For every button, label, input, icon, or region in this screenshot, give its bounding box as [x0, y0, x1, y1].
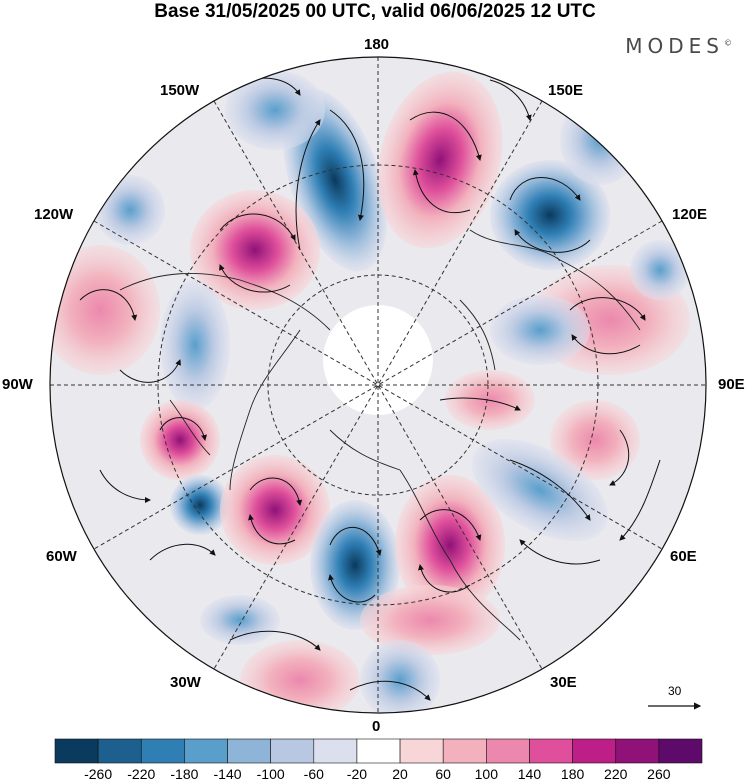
- colorbar-swatch: [572, 738, 617, 764]
- colorbar-tick-label: 220: [604, 766, 628, 782]
- modes-logo: MODES©: [625, 34, 732, 58]
- colorbar-swatch: [442, 738, 487, 764]
- graticule: [50, 57, 706, 713]
- colorbar-tick-label: 100: [474, 766, 499, 782]
- lon-label-90e: 90E: [718, 376, 745, 393]
- lon-label-60w: 60W: [46, 548, 77, 565]
- ridge-80e: [550, 400, 640, 480]
- colorbar-swatch: [313, 738, 358, 764]
- map-title: Base 31/05/2025 00 UTC, valid 06/06/2025…: [154, 1, 596, 22]
- colorbar-swatch: [529, 738, 573, 764]
- colorbar-tick-label: 260: [647, 766, 671, 782]
- colorbar-swatch: [658, 738, 703, 764]
- colorbar-tick-label: 180: [560, 766, 585, 782]
- lon-label-150w: 150W: [160, 82, 200, 99]
- colorbar-swatch: [486, 738, 530, 764]
- trough-135e: [490, 160, 610, 270]
- anomaly-field: [50, 57, 706, 713]
- lon-label-120w: 120W: [34, 206, 74, 223]
- ridge-45w: [220, 455, 330, 565]
- colorbar-tick-label: -100: [256, 766, 285, 782]
- trough-95w: [160, 280, 230, 410]
- colorbar-swatch: [227, 738, 271, 764]
- colorbar-swatch: [140, 738, 185, 764]
- ridge-130w: [190, 190, 320, 310]
- colorbar-tick-label: -20: [346, 766, 368, 782]
- colorbar-tick-label: 60: [435, 766, 451, 782]
- lon-label-0: 0: [372, 718, 381, 735]
- lon-label-30w: 30W: [170, 674, 201, 691]
- colorbar-tick-label: -220: [127, 766, 156, 782]
- lon-label-30e: 30E: [550, 674, 577, 691]
- lon-label-150e: 150E: [548, 82, 584, 99]
- ridge-165e: [377, 71, 503, 249]
- coastlines: [119, 229, 641, 641]
- colorbar-tick-label: -260: [84, 766, 113, 782]
- colorbar-swatch: [356, 738, 401, 764]
- lon-label-180: 180: [364, 36, 390, 53]
- colorbar-tick-label: -180: [170, 766, 199, 782]
- ridge-70w: [140, 400, 220, 480]
- lon-label-120e: 120E: [672, 206, 708, 223]
- colorbar: [54, 738, 703, 764]
- colorbar-tick-label: -140: [213, 766, 242, 782]
- copyright-mark: ©: [724, 38, 732, 48]
- colorbar-swatch: [54, 738, 99, 764]
- map-boundary: [49, 56, 707, 714]
- colorbar-swatch: [615, 738, 660, 764]
- colorbar-swatch: [184, 738, 228, 764]
- lon-label-90w: 90W: [2, 376, 33, 393]
- wind-vectors: [79, 77, 661, 701]
- colorbar-swatch: [270, 738, 315, 764]
- colorbar-swatch: [97, 738, 142, 764]
- trough-55e: [472, 438, 608, 542]
- lon-label-60e: 60E: [670, 548, 697, 565]
- colorbar-tick-label: 20: [392, 766, 408, 782]
- ridge-100w: [50, 245, 160, 375]
- reference-vector-label: 30: [668, 684, 682, 698]
- colorbar-tick-label: -60: [303, 766, 324, 782]
- brand-name: MODES: [625, 34, 724, 58]
- colorbar-swatch: [399, 738, 444, 764]
- colorbar-tick-label: 140: [517, 766, 542, 782]
